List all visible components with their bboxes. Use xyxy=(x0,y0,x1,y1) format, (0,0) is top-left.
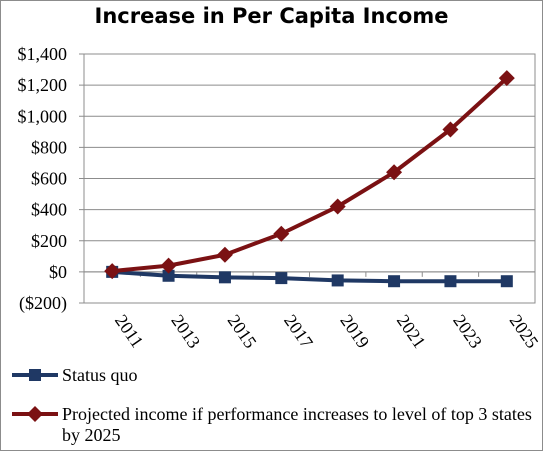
x-tick-label: 2011 xyxy=(111,311,148,351)
x-tick-label: 2019 xyxy=(336,311,373,352)
legend-marker xyxy=(27,406,43,422)
y-tick-label: $1,200 xyxy=(18,75,68,95)
point-projected xyxy=(160,257,177,274)
y-tick-label: $1,000 xyxy=(18,106,68,126)
y-tick-label: $400 xyxy=(31,200,67,220)
y-tick-label: $0 xyxy=(49,262,67,282)
point-status-quo xyxy=(162,269,175,282)
y-tick-label: $200 xyxy=(31,231,67,251)
legend-marker xyxy=(29,369,41,381)
series-line-projected xyxy=(111,76,509,274)
legend-swatch-status-quo xyxy=(12,369,58,381)
axes xyxy=(79,53,536,304)
series xyxy=(104,70,515,288)
point-projected xyxy=(498,70,515,87)
series-line-status-quo xyxy=(112,269,507,284)
point-status-quo xyxy=(500,275,513,288)
x-tick-label: 2023 xyxy=(449,311,486,352)
y-tick-label: ($200) xyxy=(19,293,67,314)
legend-label-projected: Projected income if performance increase… xyxy=(62,404,532,445)
x-tick-label: 2025 xyxy=(506,311,543,352)
point-status-quo xyxy=(331,274,344,287)
x-tick-label: 2017 xyxy=(280,311,317,352)
x-tick-label: 2013 xyxy=(167,311,204,352)
chart-title: Increase in Per Capita Income xyxy=(94,4,449,28)
point-projected xyxy=(216,246,233,263)
point-projected xyxy=(442,121,459,138)
point-projected xyxy=(104,263,121,280)
y-tick-label: $1,400 xyxy=(18,44,68,64)
point-projected xyxy=(329,198,346,215)
y-tick-label: $800 xyxy=(31,137,67,157)
x-tick-label: 2015 xyxy=(224,311,261,352)
y-tick-label: $600 xyxy=(31,169,67,189)
legend-label-status-quo: Status quo xyxy=(62,365,138,385)
point-status-quo xyxy=(444,275,457,288)
x-tick-label: 2021 xyxy=(393,311,430,352)
point-status-quo xyxy=(218,271,231,284)
point-status-quo xyxy=(275,272,288,285)
tick-labels: ($200) $0 $200 $400 $600 $800 $1,000 $1,200 $1,4… xyxy=(18,44,543,352)
point-projected xyxy=(273,225,290,242)
legend-swatch-projected xyxy=(12,406,58,422)
point-projected xyxy=(386,164,403,181)
point-status-quo xyxy=(388,275,401,288)
